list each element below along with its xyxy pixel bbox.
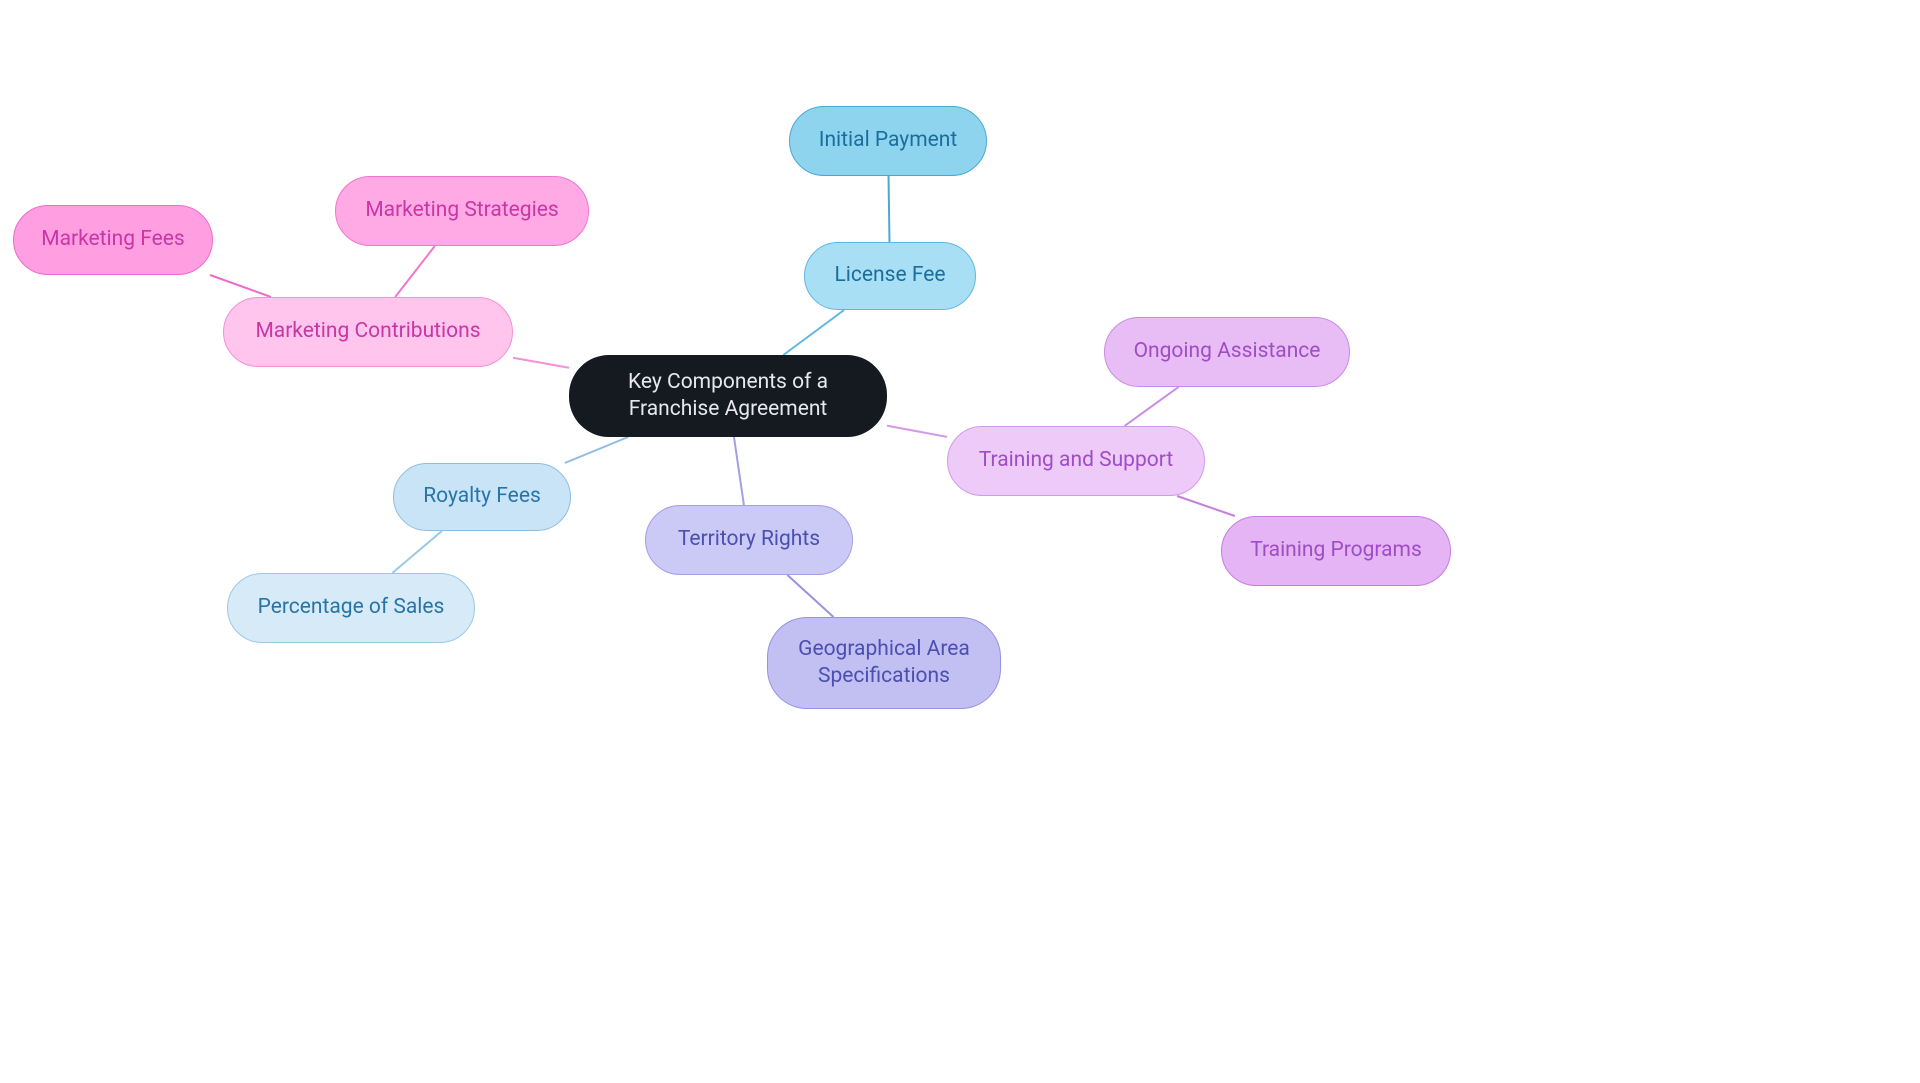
- node-marketing-strategies: Marketing Strategies: [335, 176, 589, 246]
- node-territory-rights: Territory Rights: [645, 505, 853, 575]
- node-initial-payment: Initial Payment: [789, 106, 987, 176]
- node-ongoing-assistance: Ongoing Assistance: [1104, 317, 1350, 387]
- edge-training-support-ongoing-assistance: [1124, 387, 1178, 426]
- edge-center-territory-rights: [734, 437, 744, 505]
- edge-marketing-contributions-marketing-fees: [210, 275, 271, 297]
- edge-center-license-fee: [783, 310, 844, 355]
- edge-license-fee-initial-payment: [889, 176, 890, 242]
- node-training-programs: Training Programs: [1221, 516, 1451, 586]
- edge-royalty-fees-percentage-of-sales: [392, 531, 442, 573]
- edge-territory-rights-geo-area: [787, 575, 833, 617]
- node-marketing-contributions: Marketing Contributions: [223, 297, 513, 367]
- node-center: Key Components of a Franchise Agreement: [569, 355, 887, 437]
- node-royalty-fees: Royalty Fees: [393, 463, 571, 531]
- edge-center-royalty-fees: [565, 437, 628, 463]
- node-marketing-fees: Marketing Fees: [13, 205, 213, 275]
- edge-training-support-training-programs: [1177, 496, 1235, 516]
- node-training-support: Training and Support: [947, 426, 1205, 496]
- node-license-fee: License Fee: [804, 242, 976, 310]
- edge-center-marketing-contributions: [513, 358, 569, 368]
- edge-marketing-contributions-marketing-strategies: [395, 246, 435, 297]
- node-geo-area: Geographical Area Specifications: [767, 617, 1001, 709]
- node-percentage-of-sales: Percentage of Sales: [227, 573, 475, 643]
- edge-center-training-support: [887, 426, 947, 437]
